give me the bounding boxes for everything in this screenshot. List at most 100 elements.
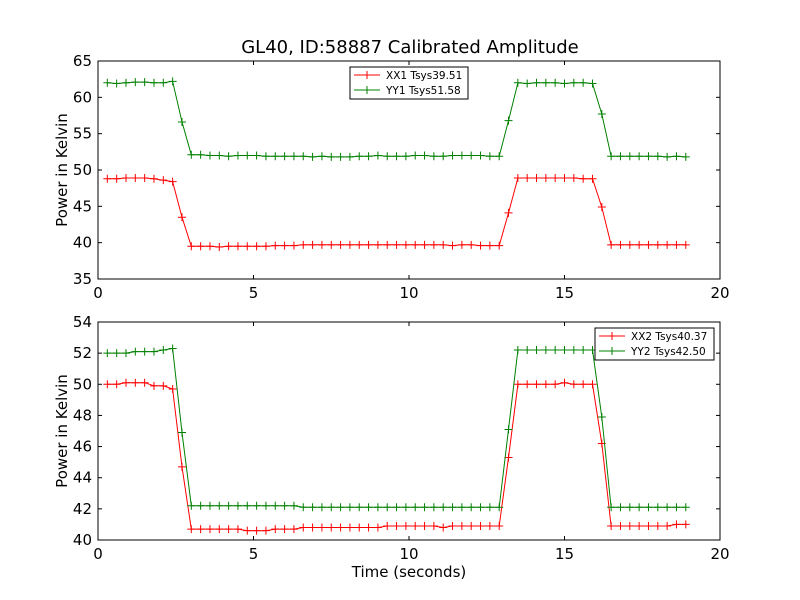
- data-point: [392, 503, 401, 512]
- data-point: [196, 150, 205, 159]
- data-point: [663, 152, 672, 161]
- data-point: [616, 521, 625, 530]
- data-point: [513, 346, 522, 355]
- x-tick-label: 5: [249, 545, 259, 563]
- data-point: [672, 520, 681, 529]
- data-point: [495, 503, 504, 512]
- x-tick-label: 5: [249, 284, 259, 302]
- data-point: [308, 523, 317, 532]
- data-point: [504, 116, 513, 125]
- legend-marker: [608, 347, 616, 355]
- data-point: [308, 152, 317, 161]
- data-point: [448, 151, 457, 160]
- data-point: [299, 503, 308, 512]
- data-point: [523, 346, 532, 355]
- data-point: [485, 503, 494, 512]
- data-point: [336, 503, 345, 512]
- data-point: [663, 503, 672, 512]
- data-point: [131, 347, 140, 356]
- data-point: [401, 240, 410, 249]
- data-point: [280, 241, 289, 250]
- data-point: [411, 240, 420, 249]
- y-tick-label: 54: [73, 313, 92, 331]
- data-point: [681, 240, 690, 249]
- data-point: [196, 501, 205, 510]
- data-point: [112, 174, 121, 183]
- data-point: [271, 152, 280, 161]
- data-point: [532, 346, 541, 355]
- data-point: [513, 173, 522, 182]
- data-point: [429, 503, 438, 512]
- data-point: [243, 242, 252, 251]
- data-point: [411, 151, 420, 160]
- data-point: [644, 240, 653, 249]
- x-tick-label: 0: [93, 545, 103, 563]
- data-point: [289, 501, 298, 510]
- data-point: [168, 344, 177, 353]
- data-point: [224, 525, 233, 534]
- x-axis-label: Time (seconds): [351, 563, 467, 581]
- data-point: [523, 79, 532, 88]
- data-point: [355, 503, 364, 512]
- y-tick-label: 40: [73, 531, 92, 549]
- data-point: [159, 381, 168, 390]
- data-point: [625, 503, 634, 512]
- data-point: [280, 501, 289, 510]
- data-point: [579, 380, 588, 389]
- data-point: [364, 152, 373, 161]
- data-point: [336, 152, 345, 161]
- y-axis-label: Power in Kelvin: [53, 113, 71, 227]
- data-point: [635, 152, 644, 161]
- data-point: [457, 521, 466, 530]
- data-point: [215, 525, 224, 534]
- data-point: [224, 152, 233, 161]
- data-point: [103, 174, 112, 183]
- data-point: [597, 110, 606, 119]
- y-tick-label: 50: [73, 375, 92, 393]
- data-point: [616, 503, 625, 512]
- data-point: [504, 453, 513, 462]
- data-point: [467, 151, 476, 160]
- data-point: [121, 378, 130, 387]
- data-point: [177, 462, 186, 471]
- legend-label: YY2 Tsys42.50: [630, 346, 706, 358]
- legend-box: [594, 327, 715, 361]
- data-point: [345, 240, 354, 249]
- data-point: [448, 503, 457, 512]
- series-2: [103, 77, 690, 161]
- data-point: [112, 349, 121, 358]
- data-point: [635, 521, 644, 530]
- data-point: [560, 173, 569, 182]
- data-point: [233, 525, 242, 534]
- data-point: [103, 380, 112, 389]
- data-point: [364, 240, 373, 249]
- data-point: [541, 380, 550, 389]
- data-point: [327, 240, 336, 249]
- data-point: [476, 503, 485, 512]
- data-point: [392, 240, 401, 249]
- data-point: [252, 151, 261, 160]
- legend-label: YY1 Tsys51.58: [385, 85, 461, 97]
- x-tick-label: 10: [399, 284, 418, 302]
- data-point: [168, 77, 177, 86]
- data-point: [625, 152, 634, 161]
- data-point: [187, 501, 196, 510]
- data-point: [383, 152, 392, 161]
- data-point: [597, 203, 606, 212]
- y-tick-label: 45: [73, 197, 92, 215]
- data-point: [261, 242, 270, 251]
- y-tick-label: 40: [73, 234, 92, 252]
- data-point: [644, 152, 653, 161]
- bottom-plot: 0 5 10 15 20 40 42 44 46 48 50 52 54 Power in Kelvin T…: [53, 313, 730, 581]
- data-point: [476, 521, 485, 530]
- series-2: [103, 344, 690, 512]
- data-point: [224, 501, 233, 510]
- data-point: [205, 242, 214, 251]
- data-point: [420, 151, 429, 160]
- data-point: [607, 503, 616, 512]
- data-point: [495, 521, 504, 530]
- data-point: [485, 241, 494, 250]
- data-point: [233, 242, 242, 251]
- series-1: [103, 173, 690, 252]
